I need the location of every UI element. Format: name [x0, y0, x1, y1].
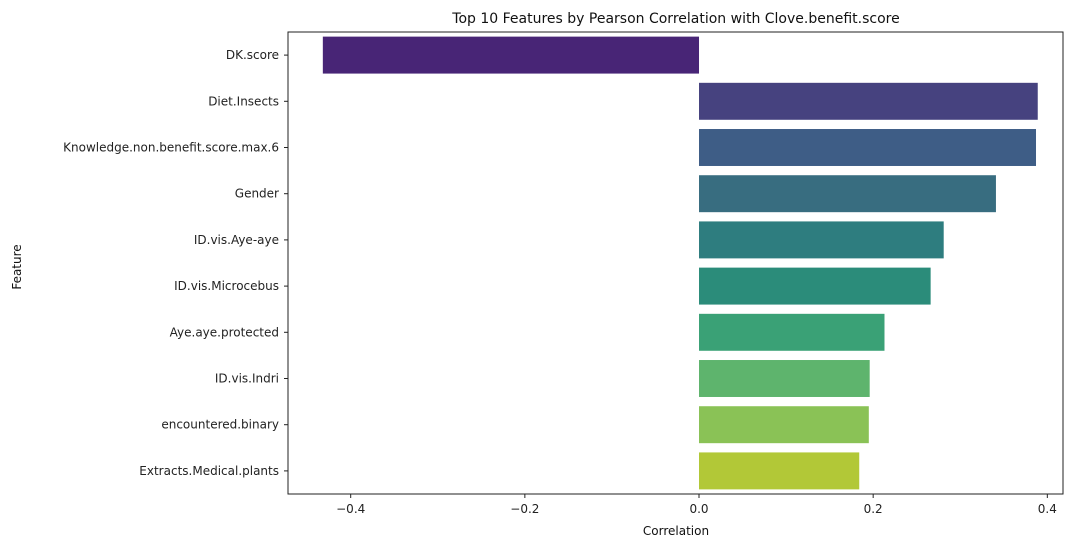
y-axis-ticks: DK.score Diet.Insects Knowledge.non.benefi… — [63, 48, 288, 478]
bar — [699, 406, 869, 444]
bar — [699, 267, 931, 305]
y-axis-label: Feature — [10, 244, 24, 289]
bar — [699, 360, 870, 397]
y-tick-label: Knowledge.non.benefit.score.max.6 — [63, 141, 279, 155]
y-tick-label: Diet.Insects — [208, 94, 279, 108]
bars-group — [322, 36, 1038, 490]
x-tick-label: 0.4 — [1038, 502, 1057, 516]
y-tick-label: ID.vis.Indri — [215, 372, 279, 386]
bar — [699, 221, 944, 259]
bar — [699, 129, 1037, 166]
y-tick-label: ID.vis.Aye-aye — [194, 233, 279, 247]
x-tick-label: −0.2 — [510, 502, 539, 516]
bar — [699, 452, 860, 490]
x-axis-ticks: −0.4 −0.2 0.0 0.2 0.4 — [336, 494, 1057, 516]
y-tick-label: Gender — [235, 187, 279, 201]
x-tick-label: 0.0 — [689, 502, 708, 516]
y-tick-label: encountered.binary — [161, 418, 279, 432]
chart-title: Top 10 Features by Pearson Correlation w… — [451, 11, 899, 27]
x-tick-label: 0.2 — [864, 502, 883, 516]
y-tick-label: Extracts.Medical.plants — [139, 464, 279, 478]
y-tick-label: ID.vis.Microcebus — [174, 279, 279, 293]
bar — [699, 82, 1038, 120]
x-tick-label: −0.4 — [336, 502, 365, 516]
plot-frame — [287, 31, 1064, 495]
bar — [699, 175, 996, 213]
bar — [322, 36, 700, 74]
x-axis-label: Correlation — [643, 524, 709, 538]
y-tick-label: Aye.aye.protected — [170, 325, 279, 339]
y-tick-label: DK.score — [226, 48, 279, 62]
bar — [699, 313, 885, 351]
